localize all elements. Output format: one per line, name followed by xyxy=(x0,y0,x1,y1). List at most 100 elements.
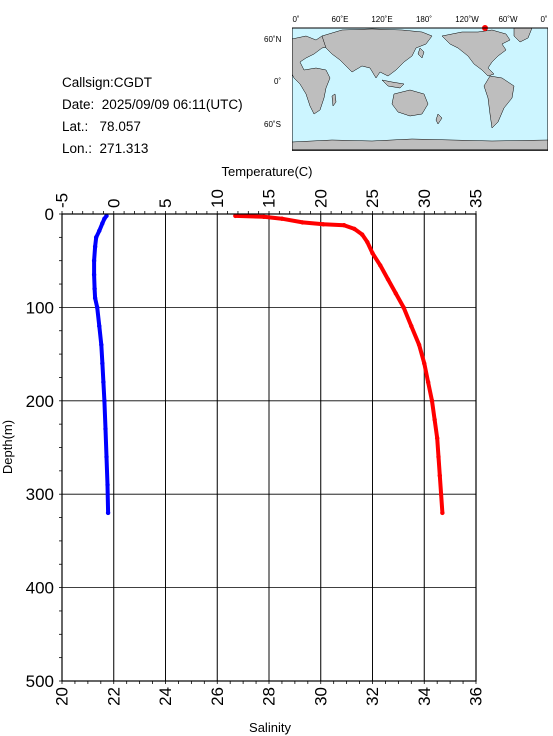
temperature-data-point xyxy=(99,342,104,347)
temperature-data-point xyxy=(101,379,106,385)
temperature-data-point xyxy=(97,228,102,234)
temperature-data-point xyxy=(102,216,107,221)
map-land xyxy=(292,27,548,151)
chart-series xyxy=(91,213,445,516)
map-frame xyxy=(292,27,548,151)
salinity-data-point xyxy=(365,239,370,245)
salinity-data-point xyxy=(385,277,391,282)
temperature-data-point xyxy=(91,258,97,263)
temperature-tick-label: -5 xyxy=(53,193,72,208)
salinity-data-point xyxy=(409,323,414,329)
lon-value: 271.313 xyxy=(99,141,149,156)
lon-row: Lon.: 271.313 xyxy=(62,138,243,160)
salinity-profile-line xyxy=(233,213,445,515)
temperature-data-point xyxy=(105,482,110,488)
salinity-data-point xyxy=(359,232,365,237)
salinity-tick-label: 26 xyxy=(208,687,227,706)
salinity-data-point xyxy=(300,220,305,225)
depth-axis-label: Depth(m) xyxy=(0,420,15,474)
salinity-tick-label: 32 xyxy=(363,687,382,706)
depth-tick-label: 200 xyxy=(26,392,54,411)
salinity-data-point xyxy=(422,361,427,366)
salinity-data-point xyxy=(440,510,445,516)
temperature-data-point xyxy=(105,510,111,516)
salinity-data-point xyxy=(436,454,441,460)
temperature-data-point xyxy=(94,305,100,310)
salinity-data-point xyxy=(378,263,383,268)
lat-label: Lat.: xyxy=(62,119,89,134)
temperature-data-point xyxy=(92,286,97,291)
temperature-tick-label: 20 xyxy=(311,189,330,208)
salinity-data-point xyxy=(261,214,267,220)
plot-frame xyxy=(61,213,477,682)
salinity-tick-label: 28 xyxy=(260,687,279,706)
temperature-tick-label: 35 xyxy=(467,189,486,208)
lon-label: Lon.: xyxy=(62,141,93,156)
salinity-data-point xyxy=(437,473,442,478)
salinity-data-point xyxy=(429,398,435,403)
world-map: 0˚ 60˚E 120˚E 180˚ 120˚W 60˚W 0˚ xyxy=(292,15,548,151)
salinity-tick-label: 30 xyxy=(311,687,330,706)
salinity-data-point xyxy=(432,417,437,422)
depth-tick-label: 300 xyxy=(26,485,54,504)
map-lon-label: 120˚W xyxy=(455,15,479,24)
temperature-data-point xyxy=(104,454,109,460)
temperature-data-point xyxy=(103,426,108,432)
salinity-data-point xyxy=(370,251,375,256)
map-grid-labels: 0˚ 60˚E 120˚E 180˚ 120˚W 60˚W 0˚ xyxy=(292,15,547,24)
temperature-data-point xyxy=(100,361,105,366)
map-lat-label: 0˚ xyxy=(274,77,281,86)
temperature-data-point xyxy=(92,295,98,301)
salinity-data-point xyxy=(352,226,357,232)
salinity-data-point xyxy=(233,213,238,219)
salinity-data-point xyxy=(434,435,440,441)
salinity-data-point xyxy=(341,223,347,228)
date-value: 2025/09/09 06:11(UTC) xyxy=(101,97,243,112)
temperature-tick-label: 10 xyxy=(208,189,227,208)
lat-value: 78.057 xyxy=(99,119,141,134)
lat-row: Lat.: 78.057 xyxy=(62,116,243,138)
salinity-data-point xyxy=(438,492,444,497)
chart-grid xyxy=(61,213,477,682)
salinity-data-point xyxy=(416,342,422,347)
map-lat-label: 60˚S xyxy=(264,120,281,129)
salinity-data-point xyxy=(425,379,431,385)
map-lon-label: 60˚E xyxy=(332,15,349,24)
map-lat-labels: 60˚N 0˚ 60˚S xyxy=(264,35,282,129)
salinity-tick-label: 22 xyxy=(104,687,123,706)
date-label: Date: xyxy=(62,97,95,112)
map-lon-label: 0˚ xyxy=(540,15,547,24)
temperature-data-point xyxy=(97,323,102,329)
temperature-data-point xyxy=(91,272,97,277)
temperature-axis-label: Temperature(C) xyxy=(221,164,312,179)
salinity-data-point xyxy=(401,305,406,310)
map-lon-label: 60˚W xyxy=(498,15,518,24)
station-info: Callsign:CGDT Date: 2025/09/09 06:11(UTC… xyxy=(62,72,243,160)
salinity-tick-label: 34 xyxy=(415,687,434,706)
temperature-tick-label: 5 xyxy=(156,199,175,208)
callsign-text: Callsign:CGDT xyxy=(62,75,153,90)
temperature-tick-label: 25 xyxy=(363,189,382,208)
temperature-tick-label: 15 xyxy=(260,189,279,208)
depth-tick-label: 400 xyxy=(26,579,54,598)
temperature-tick-label: 0 xyxy=(104,199,123,208)
depth-tick-label: 100 xyxy=(26,298,54,317)
salinity-axis-label: Salinity xyxy=(249,720,291,735)
salinity-data-point xyxy=(279,216,285,221)
map-lon-label: 180˚ xyxy=(416,15,432,24)
salinity-data-point xyxy=(321,222,326,227)
depth-tick-label: 500 xyxy=(26,672,54,691)
salinity-data-point xyxy=(393,291,398,296)
map-lon-label: 120˚E xyxy=(371,15,392,24)
date-row: Date: 2025/09/09 06:11(UTC) xyxy=(62,94,243,116)
temperature-data-point xyxy=(100,221,105,226)
salinity-tick-label: 24 xyxy=(156,687,175,706)
temperature-data-point xyxy=(93,235,99,240)
salinity-tick-label: 36 xyxy=(467,687,486,706)
map-lon-label: 0˚ xyxy=(292,15,299,24)
depth-tick-label: 0 xyxy=(45,205,54,224)
chart-minor-ticks xyxy=(59,211,477,684)
temperature-tick-label: 30 xyxy=(415,189,434,208)
